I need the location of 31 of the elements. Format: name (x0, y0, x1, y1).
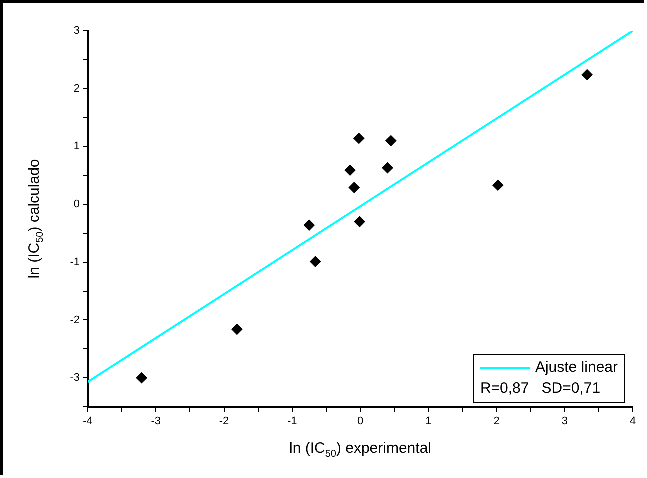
point (232, 324, 243, 335)
x-tick-label: 2 (494, 416, 500, 428)
y-tick-label: 1 (74, 140, 80, 153)
x-tick-label: 3 (562, 416, 568, 428)
y-tick-label: 0 (74, 198, 80, 211)
point (382, 162, 394, 174)
x-tick-label: 0 (357, 416, 364, 428)
point (310, 256, 322, 268)
legend-label: Ajuste linear (534, 358, 618, 378)
point (386, 135, 397, 146)
point (348, 182, 360, 194)
y-tick-label: 2 (74, 82, 80, 95)
point (354, 133, 365, 144)
x-tick-label: -4 (83, 416, 93, 428)
point (354, 216, 366, 228)
x-axis-title: ln (IC$_{50}$) experimental (288, 440, 432, 460)
y-tick-label: -3 (70, 372, 80, 384)
point (344, 164, 356, 176)
point (304, 220, 315, 231)
annotation: R=0,87 SD=0,71 (480, 379, 602, 399)
x-tick-label: -2 (219, 416, 230, 428)
x-tick-label: -3 (151, 416, 162, 428)
y-tick-label: -1 (70, 256, 80, 268)
x-tick-label: 4 (630, 416, 636, 428)
y-tick-label: -2 (70, 314, 80, 326)
y-tick-label: 3 (74, 25, 80, 38)
point (582, 69, 593, 80)
x-tick-label: -1 (287, 416, 298, 428)
point (492, 180, 504, 191)
x-tick-label: 1 (426, 416, 432, 428)
point (136, 372, 148, 384)
